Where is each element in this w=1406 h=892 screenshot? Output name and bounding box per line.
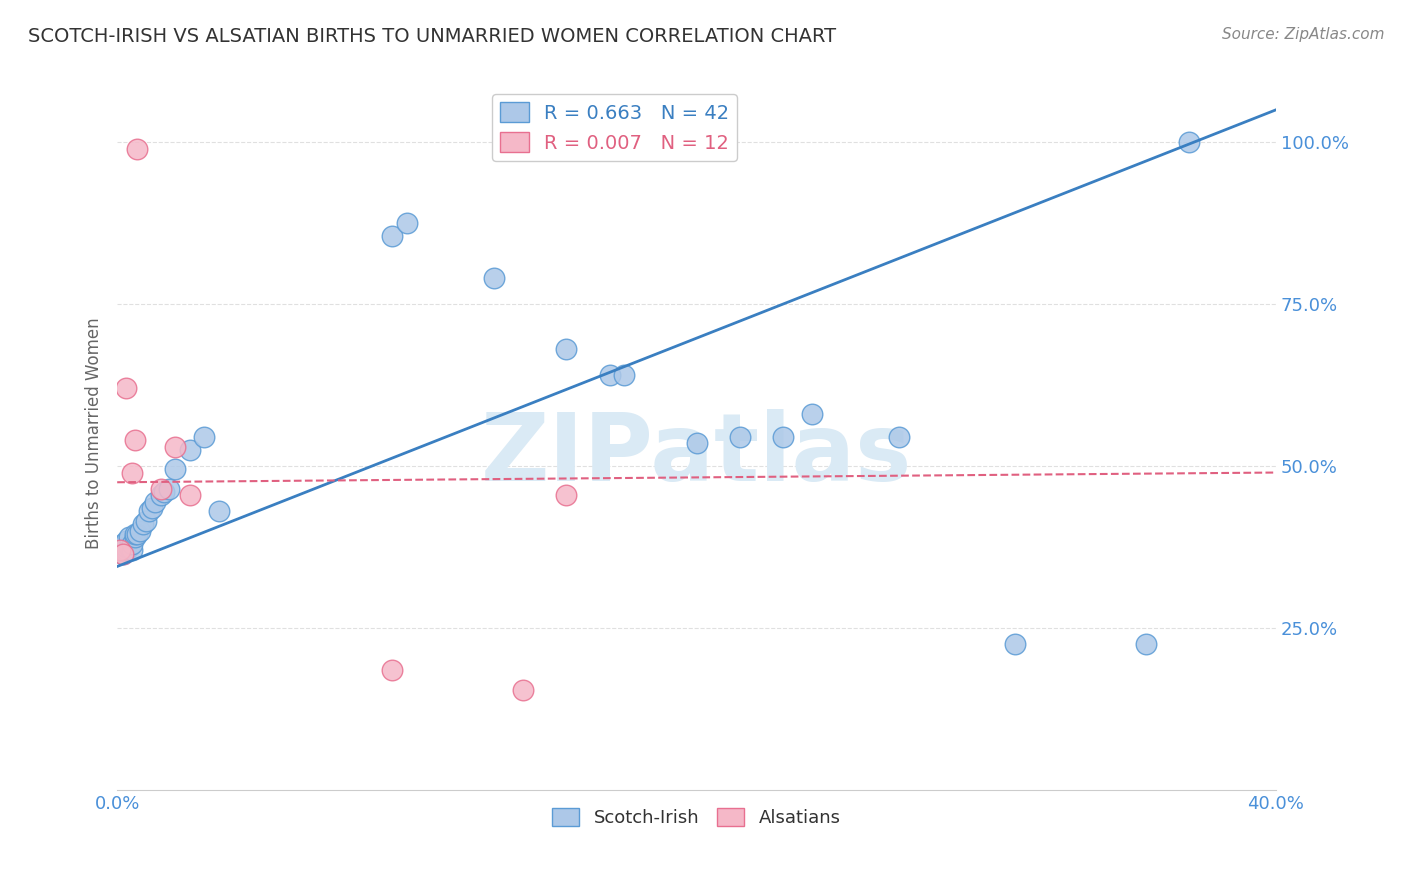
Point: [1004, 637, 1026, 651]
Point: [555, 488, 578, 502]
Point: [889, 430, 911, 444]
Legend: Scotch-Irish, Alsatians: Scotch-Irish, Alsatians: [546, 800, 848, 834]
Point: [512, 682, 534, 697]
Point: [381, 663, 404, 677]
Text: Source: ZipAtlas.com: Source: ZipAtlas.com: [1222, 27, 1385, 42]
Point: [728, 430, 751, 444]
Text: SCOTCH-IRISH VS ALSATIAN BIRTHS TO UNMARRIED WOMEN CORRELATION CHART: SCOTCH-IRISH VS ALSATIAN BIRTHS TO UNMAR…: [28, 27, 837, 45]
Point: [141, 501, 163, 516]
Point: [555, 343, 578, 357]
Point: [599, 368, 621, 383]
Point: [129, 524, 152, 538]
Point: [613, 368, 636, 383]
Point: [124, 527, 146, 541]
Point: [165, 440, 187, 454]
Point: [111, 547, 134, 561]
Point: [121, 466, 143, 480]
Point: [395, 216, 418, 230]
Point: [132, 517, 155, 532]
Point: [143, 494, 166, 508]
Point: [127, 142, 149, 156]
Point: [1178, 135, 1201, 149]
Point: [179, 442, 201, 457]
Point: [115, 381, 138, 395]
Point: [801, 407, 824, 421]
Point: [772, 430, 794, 444]
Point: [193, 430, 215, 444]
Point: [115, 543, 138, 558]
Point: [108, 543, 131, 558]
Point: [135, 514, 157, 528]
Point: [108, 540, 131, 554]
Point: [111, 547, 134, 561]
Point: [482, 271, 505, 285]
Point: [111, 537, 134, 551]
Point: [138, 504, 160, 518]
Point: [149, 488, 172, 502]
Point: [115, 540, 138, 554]
Point: [1135, 637, 1157, 651]
Point: [118, 530, 141, 544]
Point: [157, 482, 180, 496]
Point: [685, 436, 707, 450]
Point: [118, 540, 141, 554]
Text: ZIPatlas: ZIPatlas: [481, 409, 912, 501]
Point: [121, 543, 143, 558]
Point: [124, 530, 146, 544]
Point: [115, 533, 138, 548]
Point: [381, 229, 404, 244]
Point: [152, 485, 174, 500]
Point: [127, 527, 149, 541]
Point: [149, 482, 172, 496]
Point: [124, 433, 146, 447]
Point: [111, 543, 134, 558]
Point: [179, 488, 201, 502]
Point: [165, 462, 187, 476]
Point: [207, 504, 229, 518]
Point: [108, 543, 131, 558]
Y-axis label: Births to Unmarried Women: Births to Unmarried Women: [86, 318, 103, 549]
Point: [121, 537, 143, 551]
